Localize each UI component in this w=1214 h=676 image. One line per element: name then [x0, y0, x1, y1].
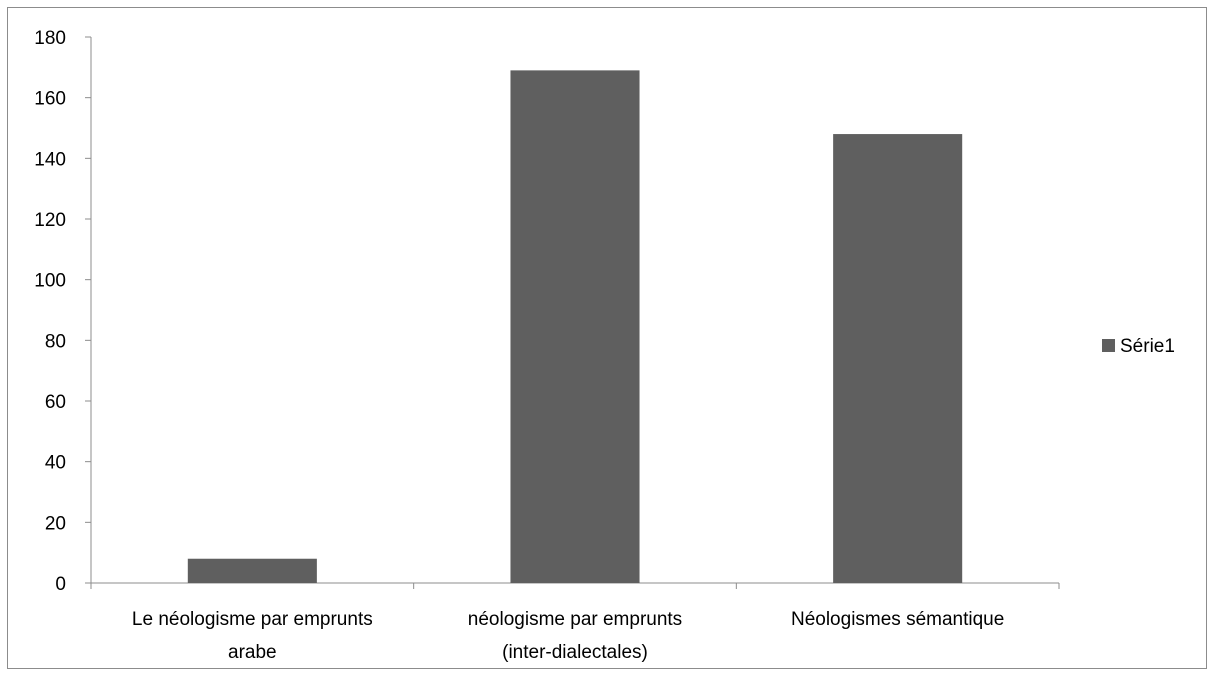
x-category-label: néologisme par emprunts	[468, 609, 682, 630]
x-category-label: arabe	[228, 642, 277, 663]
x-category-label: Le néologisme par emprunts	[132, 609, 373, 630]
y-tick-label: 100	[34, 271, 66, 292]
y-tick-label: 40	[45, 453, 66, 474]
y-tick-label: 80	[45, 331, 66, 352]
y-tick-label: 140	[34, 149, 66, 170]
y-tick-label: 20	[45, 513, 66, 534]
bar	[833, 134, 963, 584]
x-category-label: Néologismes sémantique	[791, 609, 1004, 630]
y-tick-label: 0	[55, 574, 66, 595]
y-tick-label: 60	[45, 392, 66, 413]
x-category-label: (inter-dialectales)	[502, 642, 648, 663]
x-axis-ticks	[90, 583, 1060, 589]
bars	[187, 70, 963, 584]
category-labels: Le néologisme par emprunts arabe néologism…	[132, 609, 1004, 663]
y-tick-label: 160	[34, 89, 66, 110]
y-tick-label: 180	[34, 28, 66, 49]
bar	[510, 70, 640, 583]
legend: Série1	[1102, 336, 1175, 357]
legend-swatch	[1102, 339, 1115, 352]
legend-label: Série1	[1120, 336, 1175, 357]
y-tick-label: 120	[34, 210, 66, 231]
bar	[187, 558, 317, 583]
y-axis-ticks: 0 20 40 60 80 100 120 140 160 180	[34, 28, 91, 595]
